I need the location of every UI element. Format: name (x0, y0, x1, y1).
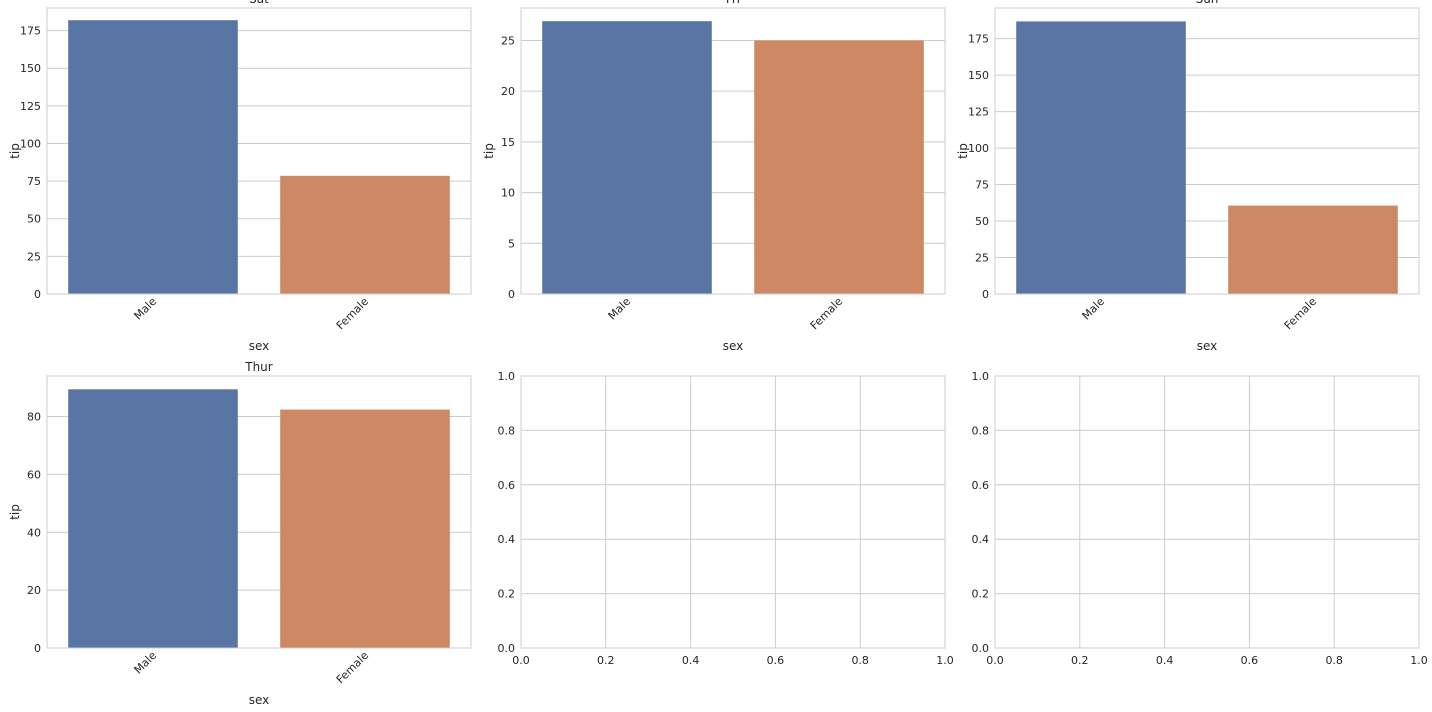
x-axis-title: sex (1197, 339, 1218, 353)
y-tick-label: 80 (27, 411, 41, 424)
x-tick-label: Female (1282, 295, 1319, 332)
y-axis-title: tip (956, 143, 970, 159)
x-tick-label: 1.0 (1410, 654, 1428, 667)
bar-female (280, 175, 450, 294)
y-tick-label: 10 (501, 187, 515, 200)
y-tick-label: 20 (501, 85, 515, 98)
y-axis-title: tip (8, 143, 22, 159)
x-tick-label: 0.4 (682, 654, 700, 667)
x-axis-title: sex (249, 693, 270, 707)
x-tick-label: Female (808, 295, 845, 332)
x-tick-label: Female (334, 649, 371, 686)
x-tick-label: 1.0 (936, 654, 954, 667)
axes-frame (520, 375, 946, 649)
y-tick-label: 100 (968, 142, 989, 155)
y-tick-label: 0 (34, 642, 41, 655)
y-tick-label: 100 (20, 137, 41, 150)
y-tick-label: 0.4 (498, 533, 516, 546)
x-tick-label: 0.2 (1071, 654, 1089, 667)
x-tick-label: 0.8 (1325, 654, 1343, 667)
y-tick-label: 0 (508, 288, 515, 301)
y-tick-label: 75 (975, 179, 989, 192)
y-tick-label: 25 (27, 250, 41, 263)
axes-frame (994, 7, 1420, 295)
y-tick-label: 175 (20, 25, 41, 38)
x-tick-label: 0.2 (597, 654, 615, 667)
y-tick-label: 0 (34, 288, 41, 301)
x-axis-title: sex (723, 339, 744, 353)
bar-male (68, 20, 238, 295)
y-tick-label: 175 (968, 33, 989, 46)
y-tick-label: 75 (27, 175, 41, 188)
y-axis-title: tip (8, 504, 22, 520)
subplot-3: 0 25 50 75 100 125 150 175 Male Female Sun sex tip (956, 0, 1420, 353)
subplot-5: 0.0 0.2 0.4 0.6 0.8 1.0 0.0 0.2 0.4 0.6 0.8 1.0 (498, 370, 954, 667)
bar-male (1016, 21, 1186, 294)
y-tick-label: 15 (501, 136, 515, 149)
axes-frame (520, 7, 946, 295)
x-tick-label: Male (131, 649, 159, 677)
y-tick-label: 50 (975, 215, 989, 228)
y-tick-label: 1.0 (498, 370, 516, 383)
y-tick-label: 60 (27, 468, 41, 481)
axes-frame (46, 7, 472, 295)
subplot-title: Fri (726, 0, 740, 6)
bar-female (280, 409, 450, 648)
subplot-2: 0 5 10 15 20 25 Male Female Fri sex tip (482, 0, 946, 353)
y-tick-label: 125 (20, 100, 41, 113)
y-tick-label: 20 (27, 584, 41, 597)
y-tick-label: 40 (27, 526, 41, 539)
y-tick-label: 0.6 (498, 479, 516, 492)
bar-female (754, 40, 924, 294)
x-tick-label: 0.0 (512, 654, 530, 667)
y-tick-label: 125 (968, 106, 989, 119)
x-tick-label: Male (131, 295, 159, 323)
subplot-4: 0 20 40 60 80 Male Female Thur sex tip (8, 360, 472, 707)
y-tick-label: 150 (968, 69, 989, 82)
bar-male (68, 389, 238, 648)
y-tick-label: 0.6 (972, 479, 990, 492)
subplot-6: 0.0 0.2 0.4 0.6 0.8 1.0 0.0 0.2 0.4 0.6 0.8 1.0 (972, 370, 1428, 667)
y-tick-label: 0.8 (498, 424, 516, 437)
axes-frame (994, 375, 1420, 649)
y-tick-label: 5 (508, 237, 515, 250)
y-tick-label: 25 (975, 252, 989, 265)
x-tick-label: 0.0 (986, 654, 1004, 667)
x-tick-label: 0.4 (1156, 654, 1174, 667)
x-tick-label: Male (605, 295, 633, 323)
y-tick-label: 0.8 (972, 424, 990, 437)
y-axis-title: tip (482, 143, 496, 159)
y-tick-label: 0.0 (498, 642, 516, 655)
subplot-title: Sat (249, 0, 269, 6)
bar-female (1228, 205, 1398, 294)
x-tick-label: 0.6 (767, 654, 785, 667)
y-tick-label: 0.0 (972, 642, 990, 655)
y-tick-label: 1.0 (972, 370, 990, 383)
y-tick-label: 0.4 (972, 533, 990, 546)
y-tick-label: 0.2 (498, 588, 516, 601)
x-tick-label: 0.6 (1241, 654, 1259, 667)
subplot-title: Thur (244, 360, 273, 374)
y-tick-label: 0 (982, 288, 989, 301)
y-tick-label: 50 (27, 213, 41, 226)
subplot-title: Sun (1196, 0, 1219, 6)
y-tick-label: 0.2 (972, 588, 990, 601)
x-axis-title: sex (249, 339, 270, 353)
subplot-1: 0 25 50 75 100 125 150 175 Male Female Sat sex tip (8, 0, 472, 353)
x-tick-label: 0.8 (851, 654, 869, 667)
y-tick-label: 25 (501, 34, 515, 47)
y-tick-label: 150 (20, 62, 41, 75)
x-tick-label: Male (1080, 295, 1108, 323)
x-tick-label: Female (334, 295, 371, 332)
bar-male (542, 21, 712, 295)
axes-frame (46, 375, 472, 649)
